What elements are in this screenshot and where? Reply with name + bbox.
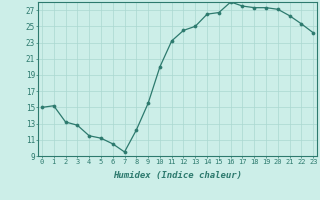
X-axis label: Humidex (Indice chaleur): Humidex (Indice chaleur) bbox=[113, 171, 242, 180]
